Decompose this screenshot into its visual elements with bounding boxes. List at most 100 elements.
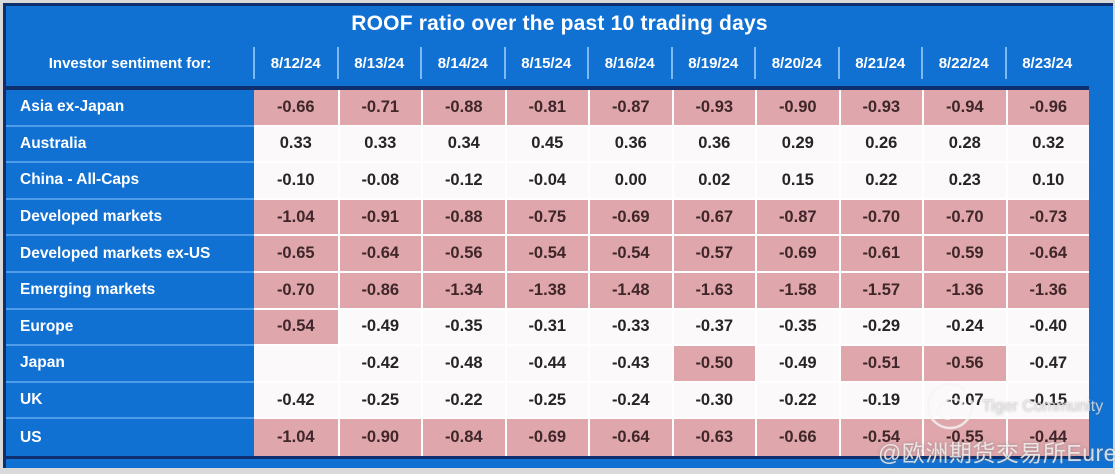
table-cell: -0.25	[504, 382, 588, 420]
table-cell: -0.12	[421, 163, 505, 200]
table-cell: -0.64	[337, 236, 421, 273]
table-cell: -0.47	[1005, 346, 1089, 383]
table-cell: -0.43	[588, 346, 672, 383]
table-cell: -0.22	[421, 382, 505, 420]
table-cell: 0.32	[1005, 126, 1089, 164]
table-cell: -0.75	[504, 199, 588, 237]
table-cell: -0.91	[337, 199, 421, 237]
table-cell: -0.90	[755, 90, 839, 127]
table-cell: -0.29	[838, 309, 922, 347]
table-cell: 0.23	[922, 163, 1006, 200]
table-cell: -0.59	[922, 236, 1006, 273]
table-cell: -0.94	[922, 90, 1006, 127]
table-cell: -1.48	[588, 272, 672, 310]
row-label: UK	[6, 382, 254, 420]
row-label: Australia	[6, 126, 254, 164]
row-label: Asia ex-Japan	[6, 90, 254, 127]
table-cell: -0.33	[588, 309, 672, 347]
column-header-date: 8/13/24	[336, 40, 421, 86]
table-cell: 0.29	[755, 126, 839, 164]
table-cell: -0.04	[504, 163, 588, 200]
table-cell: -0.35	[421, 309, 505, 347]
table-cell: -0.96	[1005, 90, 1089, 127]
table-cell: -0.07	[922, 382, 1006, 420]
table-cell: 0.00	[588, 163, 672, 200]
column-header-date: 8/22/24	[921, 40, 1006, 86]
table-cell: -1.04	[254, 419, 338, 456]
table-cell: -0.50	[671, 346, 755, 383]
table-cell: -0.57	[671, 236, 755, 273]
table-cell: 0.22	[838, 163, 922, 200]
table-cell: -0.84	[421, 419, 505, 456]
table-cell: -1.34	[421, 272, 505, 310]
column-header-date: 8/23/24	[1004, 40, 1089, 86]
table-cell: -0.54	[254, 309, 338, 347]
table-cell: -1.36	[922, 272, 1006, 310]
table-cell: -0.70	[254, 272, 338, 310]
row-label: US	[6, 419, 254, 456]
column-header-date: 8/20/24	[754, 40, 839, 86]
table-cell: -0.69	[588, 199, 672, 237]
table-cell: -0.90	[337, 419, 421, 456]
table-cell: -1.57	[838, 272, 922, 310]
table-cell: -0.73	[1005, 199, 1089, 237]
table-cell: -0.63	[671, 419, 755, 456]
table-cell: -0.69	[504, 419, 588, 456]
table-cell: -0.66	[254, 90, 338, 127]
table-cell: -0.08	[337, 163, 421, 200]
row-label: Japan	[6, 346, 254, 383]
table-cell: 0.33	[337, 126, 421, 164]
table-cell: -0.67	[671, 199, 755, 237]
table-cell: -0.64	[588, 419, 672, 456]
table-cell: -0.93	[671, 90, 755, 127]
table-cell: 0.45	[504, 126, 588, 164]
table-cell: 0.10	[1005, 163, 1089, 200]
table-cell: -0.54	[504, 236, 588, 273]
table-cell: -0.51	[838, 346, 922, 383]
column-header-date: 8/15/24	[503, 40, 588, 86]
row-label: Developed markets	[6, 199, 254, 237]
table-cell: -0.93	[838, 90, 922, 127]
table-cell: -0.87	[755, 199, 839, 237]
row-label: Europe	[6, 309, 254, 347]
table-cell: -0.19	[838, 382, 922, 420]
table-cell: -0.86	[337, 272, 421, 310]
table-cell	[254, 346, 338, 383]
table-cell: -0.15	[1005, 382, 1089, 420]
table-cell: -0.48	[421, 346, 505, 383]
table-cell: -0.70	[838, 199, 922, 237]
table-cell: -0.69	[755, 236, 839, 273]
bottom-separator	[6, 455, 1089, 459]
table-cell: -0.35	[755, 309, 839, 347]
table-cell: -0.10	[254, 163, 338, 200]
table-cell: -1.04	[254, 199, 338, 237]
row-header-label: Investor sentiment for:	[6, 40, 254, 86]
table-cell: -1.58	[755, 272, 839, 310]
table-cell: -0.64	[1005, 236, 1089, 273]
table-cell: -0.25	[337, 382, 421, 420]
table-cell: 0.33	[254, 126, 338, 164]
table-cell: -0.30	[671, 382, 755, 420]
table-cell: -0.37	[671, 309, 755, 347]
table-cell: -0.49	[755, 346, 839, 383]
table-cell: -0.56	[421, 236, 505, 273]
row-label: Emerging markets	[6, 272, 254, 310]
table-cell: -1.38	[504, 272, 588, 310]
table-cell: -0.56	[922, 346, 1006, 383]
table-cell: -0.31	[504, 309, 588, 347]
header-separator	[6, 86, 1089, 90]
table-cell: -0.61	[838, 236, 922, 273]
table-cell: 0.36	[588, 126, 672, 164]
row-label: China - All-Caps	[6, 163, 254, 200]
column-header-date: 8/19/24	[670, 40, 755, 86]
table-cell: 0.28	[922, 126, 1006, 164]
table-cell: -0.81	[504, 90, 588, 127]
row-label: Developed markets ex-US	[6, 236, 254, 273]
table-cell: -0.24	[922, 309, 1006, 347]
table-cell: -0.71	[337, 90, 421, 127]
table-cell: -0.55	[922, 419, 1006, 456]
column-header-date: 8/21/24	[837, 40, 922, 86]
roof-table: Investor sentiment for: 8/12/24 8/13/24 8/1…	[6, 40, 1089, 459]
table-cell: -0.88	[421, 199, 505, 237]
table-cell: -0.54	[588, 236, 672, 273]
